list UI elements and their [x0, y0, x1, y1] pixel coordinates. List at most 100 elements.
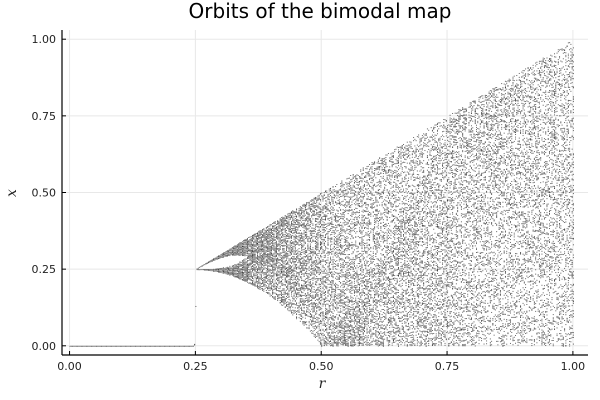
- orbit-point: [302, 249, 303, 250]
- orbit-point: [247, 245, 248, 246]
- orbit-point: [285, 239, 286, 240]
- orbit-point: [311, 297, 312, 298]
- orbit-point: [324, 239, 325, 240]
- orbit-point: [320, 234, 321, 235]
- orbit-point: [314, 252, 315, 253]
- orbit-point: [321, 321, 322, 322]
- orbit-point: [266, 281, 267, 282]
- orbit-point: [295, 247, 296, 248]
- orbit-point: [341, 318, 342, 319]
- orbit-point: [266, 227, 267, 228]
- orbit-point: [317, 267, 318, 268]
- orbit-point: [295, 282, 296, 283]
- orbit-point: [260, 230, 261, 231]
- orbit-point: [280, 270, 281, 271]
- orbit-point: [335, 316, 336, 317]
- orbit-point: [234, 267, 235, 268]
- orbit-point: [271, 238, 272, 239]
- orbit-point: [204, 270, 205, 271]
- orbit-point: [234, 268, 235, 269]
- orbit-point: [343, 193, 344, 194]
- orbit-point: [338, 241, 339, 242]
- orbit-point: [289, 245, 290, 246]
- orbit-point: [280, 297, 281, 298]
- orbit-point: [290, 277, 291, 278]
- orbit-point: [291, 247, 292, 248]
- orbit-point: [278, 271, 279, 272]
- orbit-point: [117, 346, 118, 347]
- orbit-point: [333, 308, 334, 309]
- orbit-point: [340, 291, 341, 292]
- orbit-point: [305, 238, 306, 239]
- orbit-point: [85, 346, 86, 347]
- orbit-point: [219, 257, 220, 258]
- orbit-point: [292, 259, 293, 260]
- orbit-point: [270, 270, 271, 271]
- orbit-point: [263, 274, 264, 275]
- orbit-point: [314, 206, 315, 207]
- orbit-point: [315, 205, 316, 206]
- orbit-point: [315, 229, 316, 230]
- orbit-point: [322, 261, 323, 262]
- orbit-point: [335, 290, 336, 291]
- orbit-point: [339, 305, 340, 306]
- orbit-point: [268, 268, 269, 269]
- orbit-point: [271, 245, 272, 246]
- orbit-point: [306, 209, 307, 210]
- orbit-point: [263, 279, 264, 280]
- orbit-point: [295, 286, 296, 287]
- orbit-point: [292, 233, 293, 234]
- orbit-point: [307, 239, 308, 240]
- orbit-point: [281, 272, 282, 273]
- orbit-point: [291, 269, 292, 270]
- orbit-point: [270, 288, 271, 289]
- orbit-point: [330, 212, 331, 213]
- orbit-point: [208, 269, 209, 270]
- orbit-point: [296, 314, 297, 315]
- orbit-point: [311, 249, 312, 250]
- orbit-point: [310, 251, 311, 252]
- orbit-point: [296, 269, 297, 270]
- orbit-point: [267, 287, 268, 288]
- orbit-point: [292, 210, 293, 211]
- orbit-point: [304, 216, 305, 217]
- orbit-point: [287, 288, 288, 289]
- orbit-point: [319, 234, 320, 235]
- orbit-point: [258, 273, 259, 274]
- orbit-point: [304, 285, 305, 286]
- orbit-point: [326, 216, 327, 217]
- orbit-point: [262, 278, 263, 279]
- orbit-point: [281, 265, 282, 266]
- orbit-point: [271, 253, 272, 254]
- orbit-point: [310, 226, 311, 227]
- orbit-point: [283, 284, 284, 285]
- orbit-point: [307, 241, 308, 242]
- orbit-point: [325, 264, 326, 265]
- orbit-point: [171, 346, 172, 347]
- orbit-point: [341, 271, 342, 272]
- orbit-point: [270, 254, 271, 255]
- orbit-point: [294, 254, 295, 255]
- orbit-point: [310, 221, 311, 222]
- orbit-point: [261, 279, 262, 280]
- orbit-point: [271, 286, 272, 287]
- orbit-point: [331, 325, 332, 326]
- orbit-point: [285, 251, 286, 252]
- orbit-point: [340, 324, 341, 325]
- orbit-point: [334, 197, 335, 198]
- orbit-point: [331, 271, 332, 272]
- orbit-point: [340, 210, 341, 211]
- orbit-point: [296, 231, 297, 232]
- orbit-point: [91, 346, 92, 347]
- orbit-point: [329, 252, 330, 253]
- orbit-point: [289, 279, 290, 280]
- orbit-point: [300, 263, 301, 264]
- orbit-point: [344, 328, 345, 329]
- orbit-point: [224, 254, 225, 255]
- orbit-point: [283, 223, 284, 224]
- orbit-point: [338, 319, 339, 320]
- orbit-point: [257, 275, 258, 276]
- orbit-point: [270, 246, 271, 247]
- orbit-point: [304, 239, 305, 240]
- orbit-point: [282, 242, 283, 243]
